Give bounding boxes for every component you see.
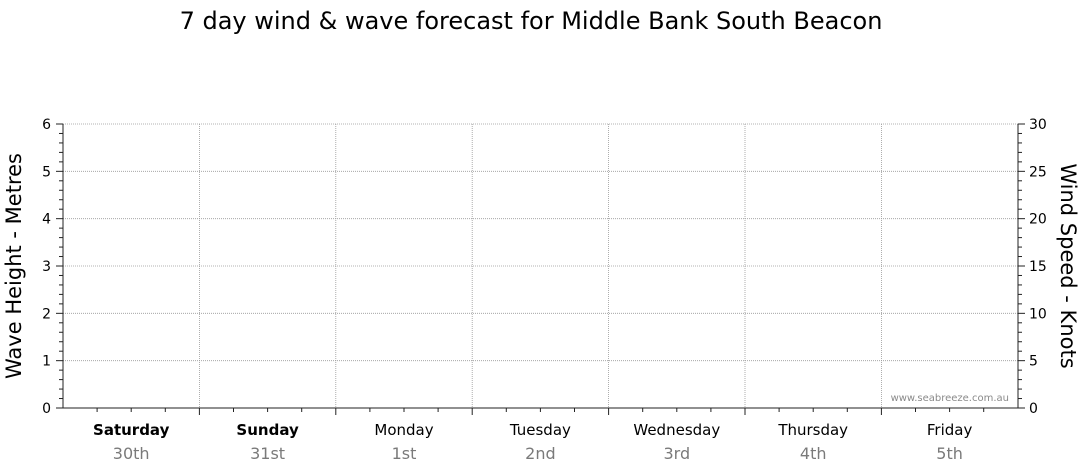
right-tick-label: 20	[1029, 212, 1047, 228]
right-axis-ticks: 0 5 10 15 20 25 30	[1018, 117, 1047, 417]
left-axis-title: Wave Height - Metres	[2, 153, 26, 379]
day-name-label: Thursday	[777, 421, 848, 439]
credit-text: www.seabreeze.com.au	[891, 393, 1009, 404]
day-date-label: 4th	[800, 444, 827, 463]
left-tick-label: 1	[42, 354, 51, 370]
right-tick-label: 5	[1029, 354, 1038, 370]
day-date-label: 30th	[113, 444, 150, 463]
day-date-label: 31st	[250, 444, 285, 463]
day-labels: Saturday 30th Sunday 31st Monday 1st Tuesday 2n…	[93, 421, 972, 463]
left-tick-label: 2	[42, 306, 51, 322]
day-name-label: Monday	[374, 421, 433, 439]
left-axis-ticks: 0 1 2 3 4 5 6	[42, 117, 63, 417]
left-tick-label: 3	[42, 259, 51, 275]
day-name-label: Tuesday	[509, 421, 571, 439]
axes	[62, 124, 1019, 415]
day-date-label: 2nd	[525, 444, 555, 463]
chart-title: 7 day wind & wave forecast for Middle Ba…	[180, 7, 883, 35]
right-axis-title: Wind Speed - Knots	[1056, 163, 1080, 368]
right-tick-label: 10	[1029, 306, 1047, 322]
right-tick-label: 0	[1029, 401, 1038, 417]
day-date-label: 1st	[392, 444, 417, 463]
left-tick-label: 4	[42, 212, 51, 228]
right-tick-label: 15	[1029, 259, 1047, 275]
day-name-label: Friday	[927, 421, 973, 439]
left-tick-label: 5	[42, 164, 51, 180]
day-date-label: 5th	[936, 444, 963, 463]
day-date-label: 3rd	[663, 444, 690, 463]
left-tick-label: 6	[42, 117, 51, 133]
right-tick-label: 25	[1029, 164, 1047, 180]
day-name-label: Sunday	[236, 421, 299, 439]
right-tick-label: 30	[1029, 117, 1047, 133]
day-name-label: Saturday	[93, 421, 170, 439]
day-name-label: Wednesday	[633, 421, 720, 439]
grid-lines	[63, 123, 1018, 408]
left-tick-label: 0	[42, 401, 51, 417]
